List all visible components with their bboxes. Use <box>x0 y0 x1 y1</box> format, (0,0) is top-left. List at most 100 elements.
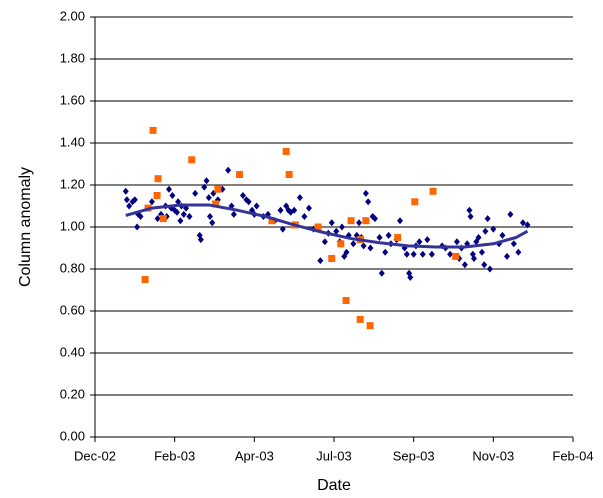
diamond-point <box>507 210 514 218</box>
diamond-point <box>367 244 374 252</box>
diamond-point <box>481 261 488 269</box>
diamond-point <box>382 248 389 256</box>
diamond-point <box>245 198 252 206</box>
diamond-point <box>137 213 144 220</box>
fit-line <box>125 203 529 249</box>
square-point <box>452 252 460 260</box>
diamond-point <box>201 183 208 191</box>
diamond-point <box>154 215 161 223</box>
diamond-point <box>365 198 372 206</box>
diamond-point <box>192 189 199 197</box>
diamond-point <box>321 238 328 246</box>
diamond-point <box>466 206 473 214</box>
diamond-point <box>503 252 510 260</box>
diamond-point <box>478 248 485 256</box>
y-tick-label: 1.80 <box>60 50 85 65</box>
diamond-point <box>173 208 180 216</box>
diamond-point <box>482 227 489 235</box>
x-tick-label: Dec-02 <box>74 448 116 463</box>
square-point <box>236 171 244 178</box>
diamond-point <box>197 236 204 244</box>
diamond-point <box>447 250 454 258</box>
diamond-point <box>519 219 526 227</box>
diamond-point <box>165 185 172 193</box>
diamond-point <box>338 223 345 231</box>
diamond-point <box>486 265 493 273</box>
diamond-point <box>397 217 404 225</box>
y-tick-label: 1.60 <box>60 92 85 107</box>
square-point <box>411 198 419 206</box>
diamond-point <box>277 206 284 214</box>
diamond-point <box>524 221 531 229</box>
diamond-point <box>515 248 522 256</box>
y-tick-label: 0.60 <box>60 302 85 317</box>
x-tick-label: Apr-03 <box>235 448 274 463</box>
diamond-point <box>376 234 383 241</box>
y-tick-label: 0.20 <box>60 386 85 401</box>
diamond-point <box>403 250 410 258</box>
diamond-point <box>350 240 357 248</box>
square-point <box>314 223 322 231</box>
diamond-point <box>333 227 340 235</box>
diamond-point <box>301 213 308 220</box>
diamond-point <box>360 242 367 250</box>
diamond-point <box>203 177 210 185</box>
x-tick-label: Jul-03 <box>316 448 351 463</box>
square-point <box>285 171 293 178</box>
diamond-point <box>225 166 232 174</box>
diamond-point <box>148 198 155 206</box>
diamond-point <box>296 194 303 202</box>
diamond-point <box>239 192 246 199</box>
diamond-point <box>416 238 423 246</box>
diamond-point <box>356 219 363 227</box>
x-tick-label: Feb-04 <box>552 448 593 463</box>
x-tick-label: Feb-03 <box>154 448 195 463</box>
x-axis-title: Date <box>317 477 351 494</box>
diamond-point <box>362 189 369 197</box>
square-point <box>188 156 196 164</box>
square-point <box>429 187 437 195</box>
diamond-point <box>490 225 497 233</box>
diamond-point <box>453 238 460 246</box>
diamond-point <box>475 234 482 241</box>
y-tick-label: 2.00 <box>60 8 85 23</box>
diamond-point <box>407 273 414 281</box>
square-point <box>212 200 220 208</box>
square-point <box>328 255 336 262</box>
y-tick-label: 1.00 <box>60 218 85 233</box>
square-point <box>153 192 161 199</box>
diamond-point <box>131 196 138 204</box>
y-tick-label: 0.40 <box>60 344 85 359</box>
diamond-point <box>230 210 237 218</box>
square-point <box>342 297 350 304</box>
diamond-point <box>371 215 378 223</box>
diamond-point <box>134 223 141 231</box>
square-point <box>347 217 355 225</box>
diamond-point <box>385 231 392 239</box>
diamond-point <box>206 213 213 220</box>
square-point <box>214 185 222 193</box>
diamond-point <box>291 206 298 214</box>
square-point <box>356 315 364 323</box>
diamond-point <box>467 213 474 220</box>
square-point <box>159 215 167 223</box>
diamond-point <box>419 250 426 258</box>
diamond-point <box>177 217 184 225</box>
diamond-point <box>317 257 324 265</box>
diamond-point <box>461 261 468 269</box>
diamond-point <box>169 192 176 199</box>
square-point <box>154 175 162 183</box>
y-axis-title: Column anomaly <box>17 167 34 287</box>
square-point <box>268 217 276 225</box>
square-point <box>149 126 157 134</box>
x-tick-label: Sep-03 <box>393 448 435 463</box>
diamond-point <box>343 248 350 256</box>
diamond-point <box>126 202 133 210</box>
x-tick-label: Nov-03 <box>472 448 514 463</box>
diamond-point <box>499 231 506 239</box>
diamond-point <box>328 219 335 227</box>
diamond-point <box>470 255 477 262</box>
diamond-point <box>209 219 216 227</box>
diamond-point <box>305 204 312 212</box>
